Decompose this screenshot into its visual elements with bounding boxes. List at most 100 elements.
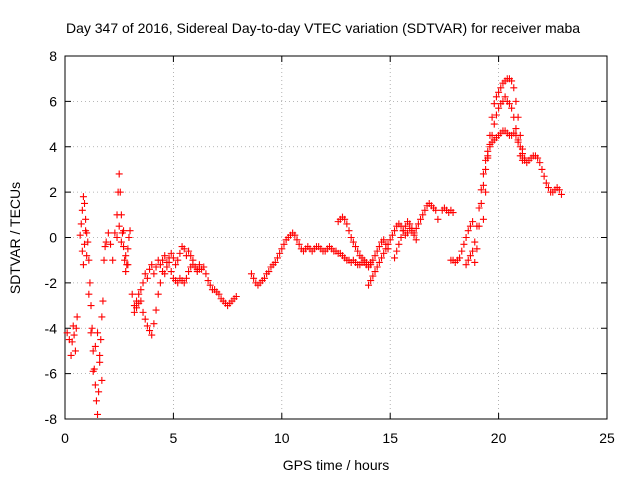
data-point xyxy=(143,322,151,330)
data-point xyxy=(384,240,392,248)
data-point xyxy=(464,227,472,235)
data-point xyxy=(76,231,84,239)
data-point xyxy=(510,84,518,92)
data-point xyxy=(295,240,303,248)
data-point xyxy=(120,243,128,251)
data-point xyxy=(152,306,160,314)
data-point xyxy=(195,265,203,273)
data-point xyxy=(542,179,550,187)
data-point xyxy=(512,97,520,105)
data-point xyxy=(146,327,154,335)
data-point xyxy=(169,254,177,262)
data-point xyxy=(477,199,485,207)
data-point xyxy=(141,315,149,323)
y-tick-label: -8 xyxy=(45,411,58,427)
data-point xyxy=(391,227,399,235)
data-point xyxy=(555,186,563,194)
data-point xyxy=(174,279,182,287)
data-point xyxy=(89,347,97,355)
data-point xyxy=(404,229,412,237)
data-point xyxy=(167,249,175,257)
data-point xyxy=(367,258,375,266)
data-point xyxy=(250,274,258,282)
data-point xyxy=(163,263,171,271)
data-point xyxy=(121,256,129,264)
y-tick-label: 6 xyxy=(49,93,57,109)
data-point xyxy=(82,227,90,235)
data-point xyxy=(349,238,357,246)
data-point xyxy=(68,338,76,346)
data-point xyxy=(512,125,520,133)
x-tick-label: 10 xyxy=(274,430,290,446)
data-point xyxy=(115,222,123,230)
data-point xyxy=(116,188,124,196)
data-point xyxy=(87,302,95,310)
data-point xyxy=(137,297,145,305)
data-point xyxy=(492,93,500,101)
data-point xyxy=(115,170,123,178)
data-point xyxy=(104,229,112,237)
data-point xyxy=(71,347,79,355)
data-point xyxy=(291,231,299,239)
data-point xyxy=(99,297,107,305)
data-point xyxy=(107,240,115,248)
y-axis-title: SDTVAR / TECUs xyxy=(7,182,23,294)
data-point xyxy=(375,258,383,266)
y-tick-label: -2 xyxy=(45,275,58,291)
data-point xyxy=(159,256,167,264)
data-point xyxy=(187,252,195,260)
data-point xyxy=(206,281,214,289)
data-point xyxy=(508,104,516,112)
data-point xyxy=(469,247,477,255)
data-point xyxy=(148,261,156,269)
data-point xyxy=(180,279,188,287)
y-tick-label: 0 xyxy=(49,230,57,246)
data-point xyxy=(260,274,268,282)
data-point xyxy=(540,172,548,180)
y-tick-label: -6 xyxy=(45,366,58,382)
data-point xyxy=(91,381,99,389)
data-point xyxy=(484,154,492,162)
data-point xyxy=(161,270,169,278)
data-point xyxy=(100,256,108,264)
data-point xyxy=(482,188,490,196)
data-point xyxy=(479,181,487,189)
data-point xyxy=(397,234,405,241)
data-point xyxy=(475,204,483,212)
data-point xyxy=(156,261,164,269)
data-point xyxy=(492,111,500,119)
data-point xyxy=(122,252,130,260)
data-point xyxy=(97,336,105,344)
data-point xyxy=(466,252,474,260)
data-point xyxy=(421,206,429,214)
data-point xyxy=(67,351,75,359)
data-point xyxy=(200,263,208,271)
data-point xyxy=(82,215,90,223)
y-tick-label: 8 xyxy=(49,48,57,64)
data-point xyxy=(204,277,212,285)
data-point xyxy=(505,100,513,108)
data-point xyxy=(126,227,134,235)
data-point xyxy=(185,247,193,255)
data-point xyxy=(98,376,106,384)
data-point xyxy=(137,286,145,294)
data-point xyxy=(79,193,87,201)
y-tick-label: -4 xyxy=(45,320,58,336)
x-tick-label: 0 xyxy=(61,430,69,446)
data-point xyxy=(278,245,286,253)
data-point xyxy=(460,240,468,248)
data-point xyxy=(518,145,526,153)
data-point xyxy=(495,104,503,112)
data-point xyxy=(479,170,487,178)
data-point xyxy=(401,222,409,230)
data-point xyxy=(265,268,273,276)
data-point xyxy=(73,313,81,321)
data-point xyxy=(232,292,240,300)
data-point xyxy=(271,258,279,266)
data-point xyxy=(466,222,474,230)
data-point xyxy=(419,211,427,219)
chart-title: Day 347 of 2016, Sidereal Day-to-day VTE… xyxy=(66,20,580,36)
data-point xyxy=(516,131,524,139)
data-point xyxy=(367,277,375,285)
